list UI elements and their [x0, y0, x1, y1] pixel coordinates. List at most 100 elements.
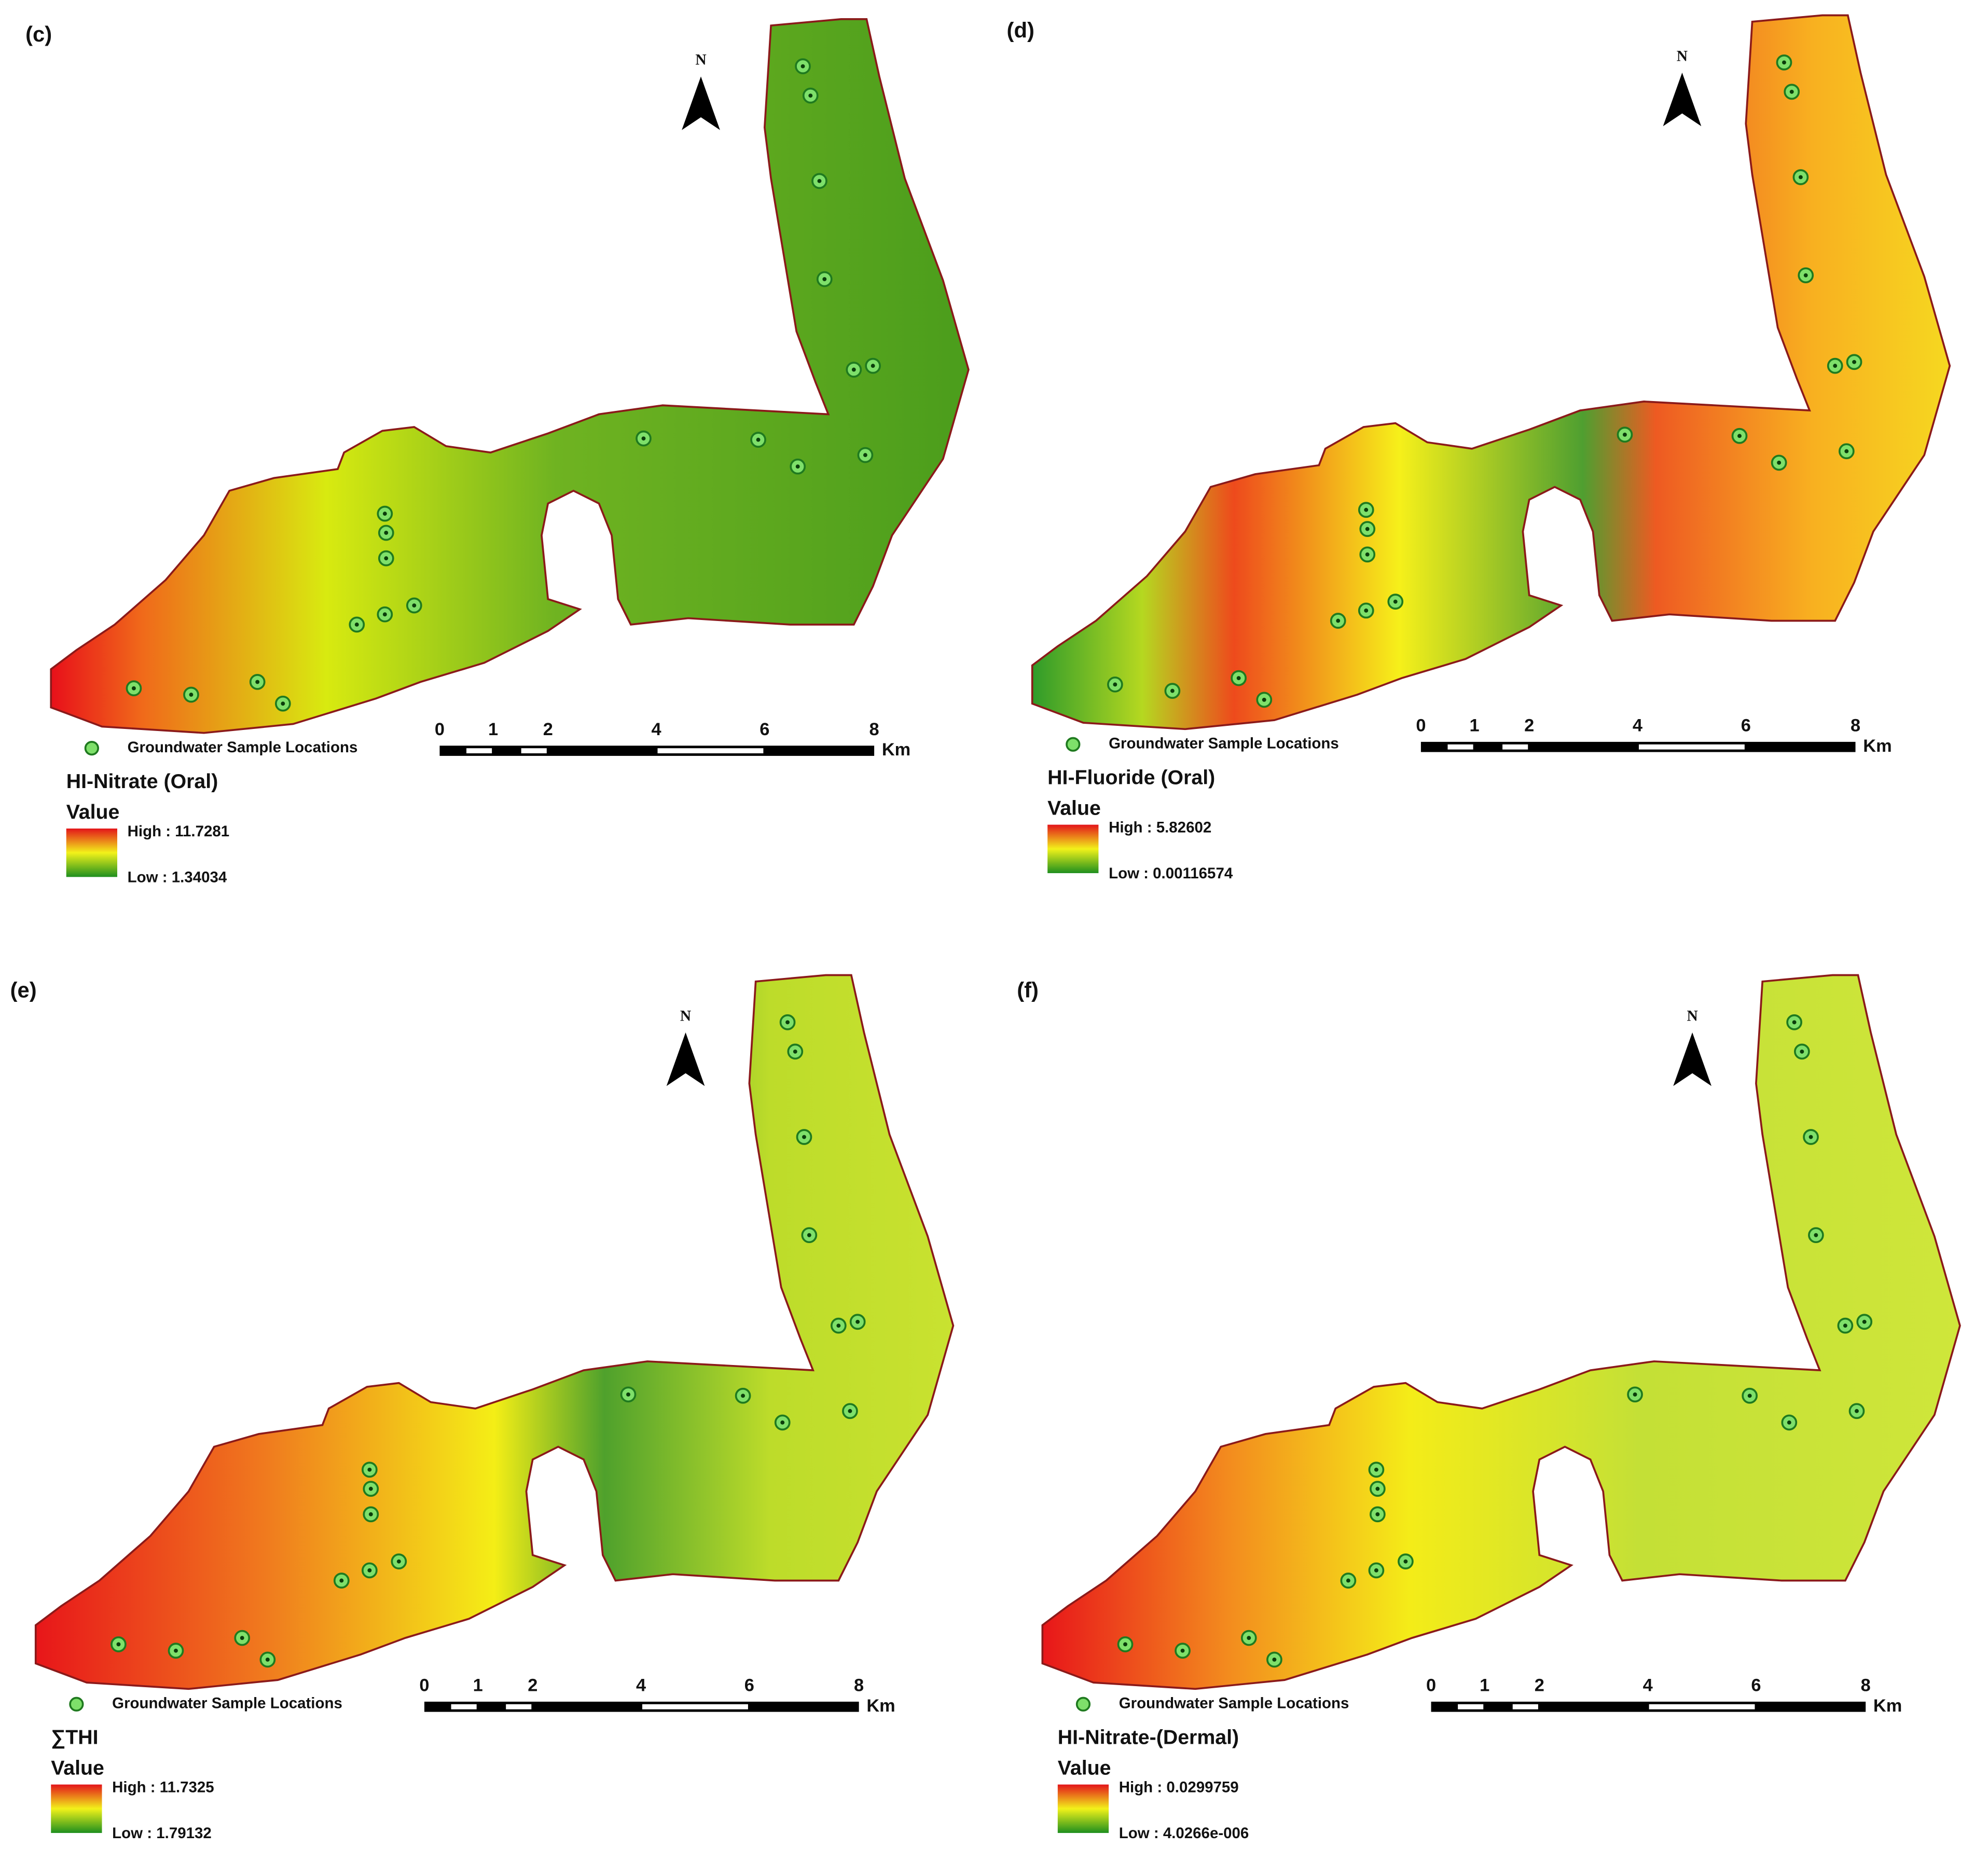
- sample-dot: [848, 1409, 852, 1413]
- legend-high: High : 5.82602: [1109, 819, 1211, 836]
- sample-dot: [189, 693, 194, 697]
- scale-label: 6: [1751, 1675, 1761, 1695]
- sample-dot: [367, 1467, 372, 1472]
- scale-bar: [1420, 741, 1856, 752]
- sample-dot: [1393, 599, 1398, 604]
- scale-label: 0: [419, 1675, 429, 1695]
- sample-dot: [396, 1559, 401, 1564]
- sample-dot: [1374, 1467, 1378, 1472]
- north-arrow: [682, 76, 720, 130]
- sample-dot: [822, 277, 827, 281]
- scale-label: 6: [760, 720, 769, 739]
- legend-sample: Groundwater Sample Locations: [128, 739, 358, 756]
- scale-label: 2: [1524, 715, 1534, 735]
- north-arrow: [666, 1032, 705, 1086]
- sample-dot: [255, 680, 260, 684]
- sample-dot: [384, 556, 389, 561]
- scale-segment: [521, 748, 547, 753]
- scale-segment: [1638, 744, 1745, 750]
- sample-dot: [802, 1135, 806, 1139]
- sample-dot: [1844, 449, 1849, 453]
- value-heading: Value: [66, 801, 120, 823]
- scale-label: 2: [1535, 1675, 1544, 1695]
- scale-bar: [424, 1701, 859, 1712]
- sample-dot: [1113, 682, 1117, 687]
- value-heading: Value: [1047, 796, 1101, 819]
- sample-dot: [863, 453, 867, 458]
- north-label: N: [680, 1008, 691, 1024]
- sample-dot: [1123, 1642, 1127, 1647]
- north-arrow: [1673, 1032, 1711, 1086]
- study-area: [50, 18, 970, 734]
- legend-high: High : 0.0299759: [1119, 1779, 1239, 1796]
- sample-dot: [871, 364, 875, 368]
- sample-dot: [1375, 1486, 1380, 1491]
- sample-dot: [1792, 1020, 1797, 1025]
- sample-dot: [368, 1486, 373, 1491]
- scale-bar: [439, 746, 875, 756]
- sample-dot: [836, 1324, 841, 1328]
- scale-segment: [1447, 744, 1473, 750]
- study-area: [1041, 974, 1961, 1690]
- scale-label: 0: [1426, 1675, 1436, 1695]
- scale-label: 1: [473, 1675, 483, 1695]
- sample-dot: [174, 1648, 178, 1653]
- legend-low: Low : 1.34034: [128, 869, 227, 886]
- sample-dot: [1798, 175, 1803, 180]
- sample-dot: [851, 367, 856, 372]
- sample-dot: [1364, 507, 1369, 512]
- sample-dot: [131, 686, 136, 691]
- sample-dot: [1787, 1420, 1791, 1425]
- scale-bar: [1431, 1701, 1866, 1712]
- scale-label: 1: [1480, 1675, 1489, 1695]
- legend-marker: [1066, 737, 1081, 752]
- scale-label: 4: [651, 720, 661, 739]
- study-area: [34, 974, 955, 1690]
- legend-title: HI-Nitrate (Oral): [66, 770, 218, 793]
- sample-dot: [367, 1568, 372, 1573]
- sample-dot: [1814, 1233, 1818, 1237]
- study-area: [1031, 14, 1951, 730]
- scale-label: 2: [543, 720, 553, 739]
- sample-dot: [785, 1020, 790, 1025]
- scale-segment: [1502, 744, 1528, 750]
- legend-title: ∑THI: [51, 1726, 98, 1749]
- color-ramp: [66, 828, 117, 877]
- sample-dot: [1737, 434, 1742, 438]
- sample-dot: [1170, 688, 1175, 693]
- legend-title: HI-Nitrate-(Dermal): [1058, 1726, 1239, 1749]
- color-ramp: [51, 1784, 102, 1833]
- map-panel: (d) N Groundwater Sample Locations HI-Fluor…: [1007, 14, 1951, 882]
- scale-unit: Km: [882, 740, 910, 760]
- scale-label: 8: [854, 1675, 864, 1695]
- panel-label: (e): [10, 977, 37, 1002]
- legend-marker: [69, 1697, 84, 1712]
- legend-title: HI-Fluoride (Oral): [1047, 766, 1215, 789]
- scale-segment: [642, 1704, 748, 1710]
- legend-high: High : 11.7325: [112, 1779, 214, 1796]
- scale-label: 6: [744, 1675, 754, 1695]
- map-panel: (c) N Groundwater Sample Locations HI-Nitra…: [25, 18, 970, 886]
- sample-dot: [1833, 364, 1838, 368]
- legend-high: High : 11.7281: [128, 823, 230, 840]
- map-panel: (e) N Groundwater Sample Locations ∑THI Valu…: [10, 974, 955, 1842]
- sample-dot: [1247, 1636, 1251, 1640]
- sample-dot: [1272, 1657, 1277, 1662]
- scale-segment: [451, 1704, 477, 1710]
- sample-dot: [1803, 273, 1808, 278]
- scale-label: 8: [869, 720, 879, 739]
- scale-segment: [1458, 1704, 1484, 1710]
- scale-label: 4: [1633, 715, 1642, 735]
- sample-dot: [265, 1657, 270, 1662]
- sample-dot: [354, 622, 359, 627]
- legend-low: Low : 1.79132: [112, 1825, 212, 1842]
- sample-dot: [795, 464, 800, 469]
- north-label: N: [1687, 1008, 1697, 1024]
- sample-dot: [1747, 1394, 1752, 1398]
- sample-dot: [800, 64, 805, 68]
- sample-dot: [1236, 676, 1241, 680]
- sample-dot: [741, 1394, 746, 1398]
- sample-dot: [1403, 1559, 1408, 1564]
- scale-label: 0: [435, 720, 445, 739]
- sample-dot: [641, 436, 646, 441]
